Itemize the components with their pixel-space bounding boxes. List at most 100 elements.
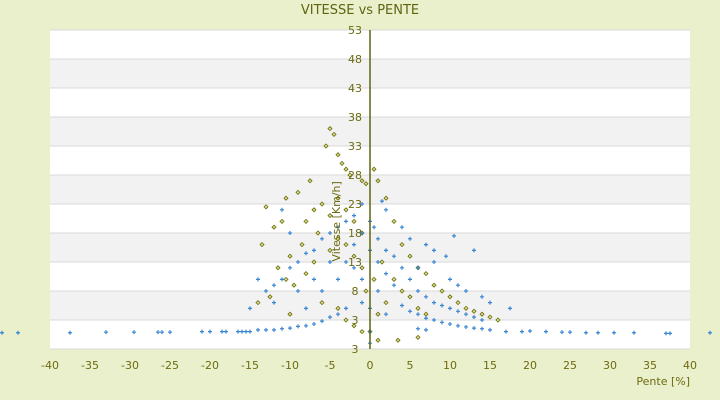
y-tick-label: 43 [348, 82, 362, 95]
x-tick-label: -30 [121, 359, 139, 372]
data-point-series-1 [132, 330, 136, 335]
data-point-series-2 [303, 271, 309, 277]
data-point-series-1 [256, 327, 260, 332]
data-point-series-2 [447, 294, 453, 300]
data-point-series-2 [283, 195, 289, 201]
data-point-series-2 [399, 288, 405, 294]
data-point-series-1 [456, 309, 460, 314]
y-tick-label: 8 [352, 285, 359, 298]
x-tick-label: 0 [367, 359, 374, 372]
data-point-series-1 [280, 326, 284, 331]
data-point-series-1 [336, 312, 340, 317]
data-point-series-1 [488, 327, 492, 332]
data-point-series-1 [328, 315, 332, 320]
data-point-series-2 [371, 276, 377, 282]
data-point-series-1 [480, 294, 484, 299]
data-point-series-2 [455, 300, 461, 306]
data-point-series-1 [236, 329, 240, 334]
data-point-series-1 [272, 327, 276, 332]
y-axis-title: Vitesse [Km/h] [330, 181, 343, 261]
data-point-series-2 [431, 282, 437, 288]
data-point-series-1 [488, 300, 492, 305]
data-point-series-1 [288, 265, 292, 270]
data-point-series-2 [291, 282, 297, 288]
data-point-series-2 [307, 178, 313, 184]
data-point-series-2 [303, 218, 309, 224]
y-tick-label: 53 [348, 24, 362, 37]
data-point-series-2 [463, 305, 469, 311]
data-point-series-1 [384, 271, 388, 276]
data-point-series-1 [328, 260, 332, 264]
data-point-series-1 [352, 265, 356, 270]
data-point-series-1 [304, 323, 308, 328]
data-point-series-1 [208, 329, 212, 334]
data-point-series-1 [296, 289, 300, 293]
data-point-series-1 [272, 300, 276, 305]
data-point-series-2 [335, 236, 341, 242]
data-point-series-2 [351, 218, 357, 224]
data-point-series-1 [432, 300, 436, 305]
data-point-series-1 [472, 248, 476, 253]
data-point-series-2 [371, 166, 377, 172]
data-point-series-2 [279, 218, 285, 224]
data-point-series-2 [359, 265, 365, 271]
data-point-series-2 [351, 253, 357, 259]
data-point-series-1 [352, 213, 356, 218]
data-point-series-2 [267, 294, 273, 300]
data-point-series-2 [383, 300, 389, 306]
y-tick-label: 3 [352, 343, 359, 356]
data-point-series-1 [344, 260, 348, 264]
data-point-series-2 [363, 288, 369, 294]
data-point-series-2 [271, 224, 277, 230]
data-point-series-2 [359, 329, 365, 335]
y-tick-label: 13 [348, 256, 362, 269]
data-point-series-1 [376, 289, 380, 293]
data-point-series-1 [376, 236, 380, 241]
data-point-series-2 [391, 276, 397, 282]
data-point-series-1 [240, 329, 244, 334]
data-point-series-2 [299, 242, 305, 248]
data-point-series-1 [596, 330, 600, 335]
data-point-series-2 [311, 259, 317, 265]
data-point-series-2 [263, 204, 269, 210]
data-point-series-1 [452, 233, 456, 238]
data-point-series-1 [392, 254, 396, 259]
data-point-series-1 [424, 327, 428, 332]
data-point-series-1 [156, 330, 160, 335]
data-point-series-1 [168, 330, 172, 335]
data-point-series-1 [372, 225, 376, 230]
data-point-series-1 [456, 323, 460, 328]
data-point-series-1 [256, 277, 260, 282]
x-tick-label: 15 [483, 359, 497, 372]
data-point-series-2 [295, 189, 301, 195]
data-point-series-2 [335, 195, 341, 201]
data-point-series-1 [560, 330, 564, 335]
data-point-series-2 [383, 195, 389, 201]
data-point-series-1 [288, 326, 292, 331]
data-point-series-1 [68, 330, 72, 335]
data-point-series-1 [432, 248, 436, 253]
data-point-series-1 [312, 277, 316, 282]
data-point-series-1 [312, 322, 316, 327]
data-point-series-2 [283, 276, 289, 282]
data-point-series-2 [343, 207, 349, 213]
x-tick-label: 5 [407, 359, 414, 372]
data-point-series-1 [632, 330, 636, 335]
data-point-series-2 [327, 247, 333, 253]
data-point-series-1 [584, 330, 588, 335]
data-point-series-2 [319, 201, 325, 207]
y-tick-label: 28 [348, 169, 362, 182]
data-point-series-1 [376, 260, 380, 264]
x-tick-label: 25 [563, 359, 577, 372]
data-point-series-1 [360, 300, 364, 305]
data-point-series-1 [568, 330, 572, 335]
x-tick-label: -35 [81, 359, 99, 372]
data-point-series-1 [668, 331, 672, 336]
data-point-series-1 [448, 306, 452, 311]
x-tick-label: 20 [523, 359, 537, 372]
data-point-series-2 [415, 334, 421, 340]
data-point-series-1 [0, 330, 4, 335]
x-tick-label: -15 [241, 359, 259, 372]
data-point-series-1 [432, 318, 436, 322]
